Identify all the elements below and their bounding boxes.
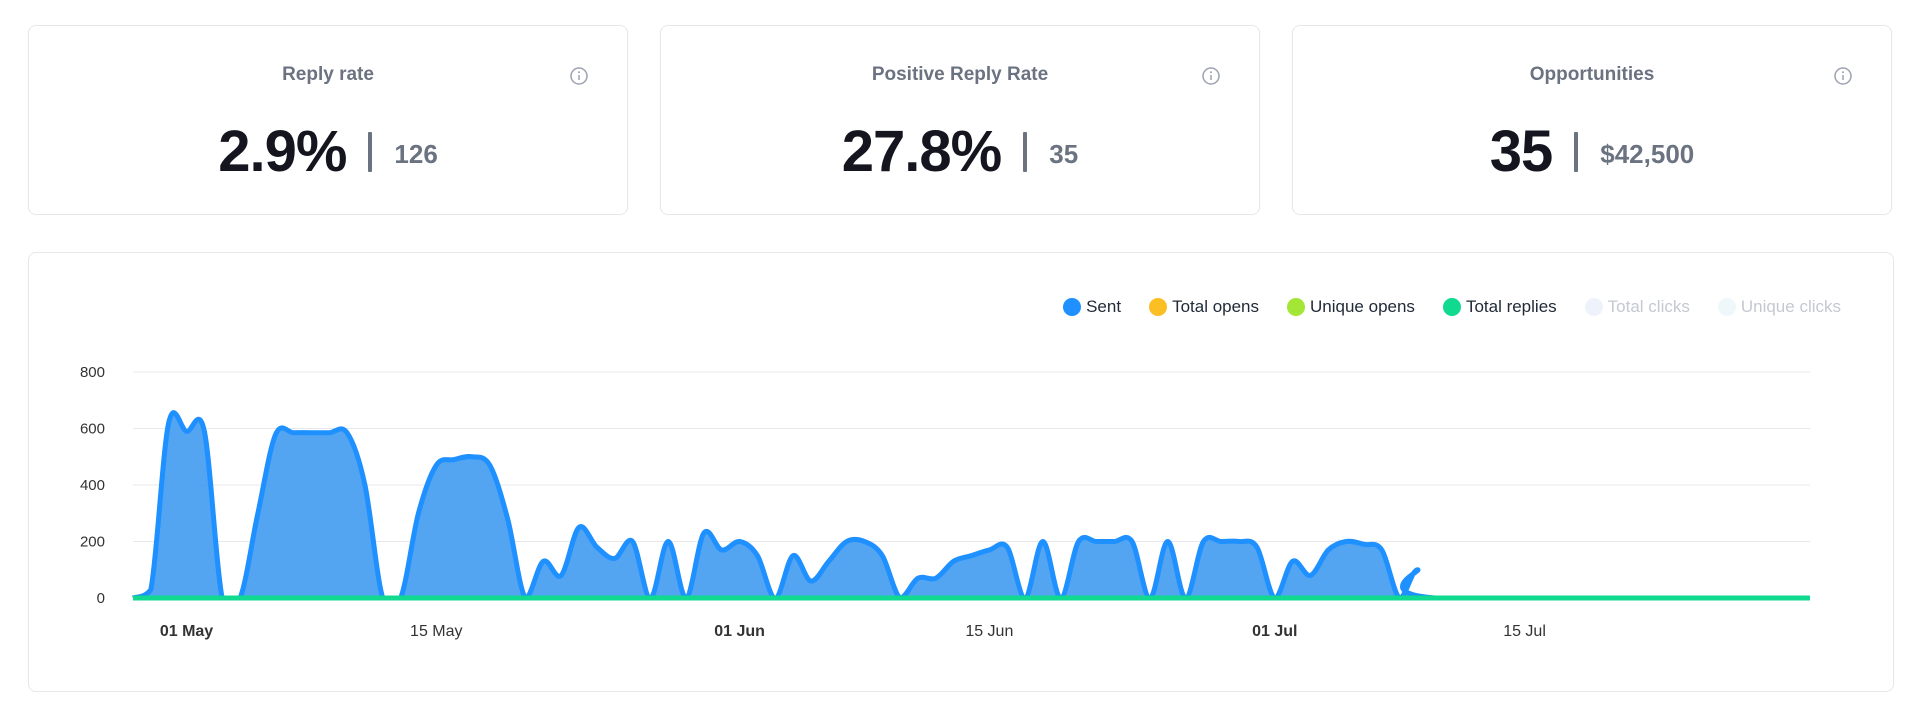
card-value-row: 2.9% 126 bbox=[29, 118, 627, 185]
sent-area bbox=[133, 412, 1810, 598]
x-tick-label: 15 Jul bbox=[1503, 623, 1546, 640]
analytics-chart: 0 200 400 600 800 01 May 15 May 01 Jun 15 Jun 01 … bbox=[80, 364, 1810, 640]
legend-dot bbox=[1442, 298, 1461, 316]
y-tick-label: 200 bbox=[80, 534, 105, 551]
card-title: Reply rate bbox=[282, 64, 374, 85]
legend-label: Sent bbox=[1086, 297, 1122, 316]
sent-line bbox=[131, 410, 1810, 601]
legend-dot bbox=[1149, 298, 1168, 316]
legend-label: Total clicks bbox=[1607, 297, 1690, 316]
y-tick-label: 800 bbox=[80, 364, 105, 381]
card-title: Opportunities bbox=[1529, 64, 1655, 85]
card-subvalue: $42,500 bbox=[1600, 139, 1695, 169]
y-tick-label: 600 bbox=[80, 421, 105, 438]
info-icon[interactable] bbox=[569, 66, 589, 86]
legend-label: Total opens bbox=[1172, 297, 1260, 316]
x-tick-label: 15 Jun bbox=[965, 623, 1013, 640]
legend-dot bbox=[1287, 298, 1306, 316]
card-title: Positive Reply Rate bbox=[871, 64, 1049, 85]
y-tick-label: 400 bbox=[80, 477, 105, 494]
analytics-chart-card: Sent Total opens Unique opens Total replies… bbox=[28, 252, 1894, 692]
card-value: 35 bbox=[1489, 119, 1554, 184]
x-tick-label: 01 May bbox=[160, 623, 213, 640]
opportunities-card: Opportunities 35 $42,500 bbox=[1292, 25, 1892, 215]
legend-item-unique-clicks[interactable]: Unique clicks bbox=[1717, 297, 1841, 317]
x-tick-label: 01 Jun bbox=[714, 623, 765, 640]
x-tick-label: 01 Jul bbox=[1252, 623, 1297, 640]
info-icon[interactable] bbox=[1833, 66, 1853, 86]
reply-rate-card: Reply rate 2.9% 126 bbox=[28, 25, 628, 215]
card-value-row: 27.8% 35 bbox=[661, 118, 1259, 185]
card-value: 2.9% bbox=[218, 119, 347, 184]
legend-label: Unique opens bbox=[1310, 297, 1415, 316]
chart-legend: Sent Total opens Unique opens Total replies… bbox=[1035, 297, 1841, 317]
card-separator bbox=[1023, 131, 1028, 172]
legend-dot bbox=[1063, 298, 1082, 316]
legend-item-total-replies[interactable]: Total replies bbox=[1442, 297, 1557, 317]
y-tick-label: 0 bbox=[97, 590, 105, 607]
legend-item-total-clicks[interactable]: Total clicks bbox=[1584, 297, 1690, 317]
card-subvalue: 35 bbox=[1049, 139, 1079, 169]
card-separator bbox=[368, 131, 373, 172]
x-tick-label: 15 May bbox=[410, 623, 462, 640]
card-separator bbox=[1574, 131, 1579, 172]
legend-label: Unique clicks bbox=[1740, 297, 1841, 316]
info-icon[interactable] bbox=[1201, 66, 1221, 86]
card-subvalue: 126 bbox=[394, 139, 438, 169]
legend-label: Total replies bbox=[1465, 297, 1557, 316]
legend-item-sent[interactable]: Sent bbox=[1063, 297, 1121, 317]
legend-dot bbox=[1717, 298, 1736, 316]
card-value: 27.8% bbox=[841, 119, 1002, 184]
legend-item-total-opens[interactable]: Total opens bbox=[1149, 297, 1259, 317]
card-value-row: 35 $42,500 bbox=[1293, 118, 1891, 185]
positive-reply-rate-card: Positive Reply Rate 27.8% 35 bbox=[660, 25, 1260, 215]
legend-dot bbox=[1584, 298, 1603, 316]
legend-item-unique-opens[interactable]: Unique opens bbox=[1287, 297, 1415, 317]
